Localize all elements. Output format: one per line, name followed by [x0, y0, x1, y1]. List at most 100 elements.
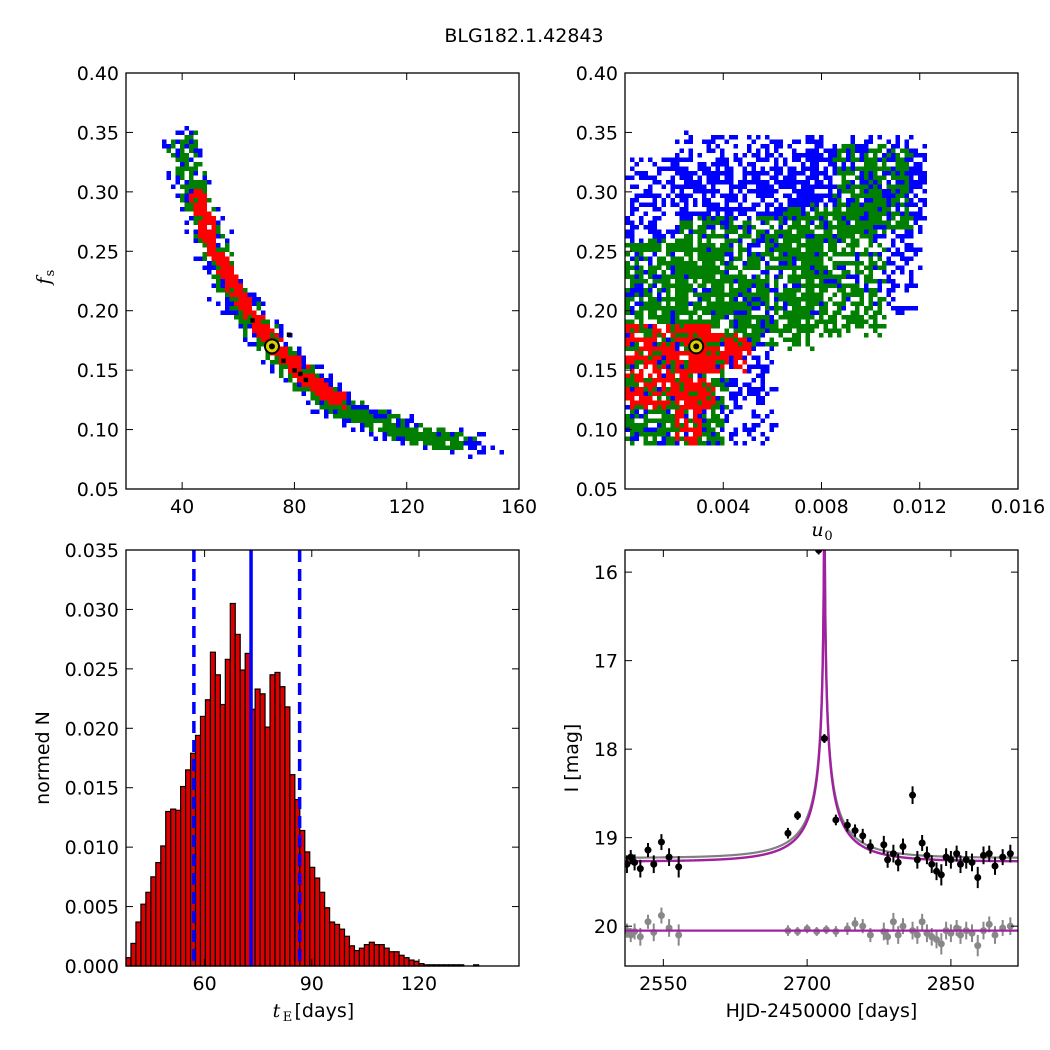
confidence-cell: [738, 162, 743, 167]
confidence-cell: [679, 148, 684, 153]
confidence-cell: [733, 400, 738, 405]
confidence-cell: [225, 279, 230, 284]
confidence-cell: [409, 441, 414, 446]
confidence-cell: [643, 378, 648, 383]
confidence-cell: [247, 301, 252, 306]
confidence-cell: [661, 315, 666, 320]
confidence-cell: [648, 243, 653, 248]
confidence-cell: [819, 180, 824, 185]
confidence-cell: [724, 220, 729, 225]
confidence-cell: [256, 319, 261, 324]
confidence-cell: [819, 139, 824, 144]
confidence-cell: [630, 306, 635, 311]
confidence-cell: [373, 418, 378, 423]
confidence-cell: [711, 202, 716, 207]
confidence-cell: [459, 441, 464, 446]
confidence-cell: [873, 180, 878, 185]
confidence-cell: [720, 180, 725, 185]
confidence-cell: [256, 333, 261, 338]
confidence-cell: [207, 180, 212, 185]
confidence-cell: [270, 364, 275, 369]
confidence-cell: [900, 306, 905, 311]
confidence-cell: [828, 198, 833, 203]
confidence-cell: [328, 391, 333, 396]
confidence-cell: [738, 310, 743, 315]
confidence-cell: [216, 265, 221, 270]
confidence-cell: [630, 297, 635, 302]
confidence-cell: [652, 351, 657, 356]
confidence-cell: [765, 189, 770, 194]
confidence-cell: [666, 292, 671, 297]
confidence-cell: [657, 261, 662, 266]
confidence-cell: [216, 247, 221, 252]
confidence-cell: [189, 189, 194, 194]
confidence-cell: [639, 270, 644, 275]
confidence-cell: [175, 166, 180, 171]
confidence-cell: [670, 418, 675, 423]
confidence-cell: [279, 328, 284, 333]
confidence-cell: [769, 319, 774, 324]
confidence-cell: [859, 157, 864, 162]
confidence-cell: [198, 207, 203, 212]
confidence-cell: [454, 436, 459, 441]
p0-ytick-label: 0.05: [77, 479, 119, 501]
confidence-cell: [301, 373, 306, 378]
confidence-cell: [891, 279, 896, 284]
confidence-cell: [733, 319, 738, 324]
confidence-cell: [234, 301, 239, 306]
confidence-cell: [666, 396, 671, 401]
confidence-cell: [900, 234, 905, 239]
confidence-cell: [873, 301, 878, 306]
p0-xtick-label: 40: [170, 496, 194, 518]
confidence-cell: [868, 252, 873, 257]
confidence-cell: [711, 207, 716, 212]
confidence-cell: [832, 153, 837, 158]
confidence-cell: [787, 171, 792, 176]
confidence-cell: [180, 144, 185, 149]
confidence-cell: [175, 139, 180, 144]
confidence-cell: [184, 153, 189, 158]
confidence-cell: [315, 396, 320, 401]
confidence-cell: [202, 171, 207, 176]
confidence-cell: [778, 180, 783, 185]
confidence-cell: [427, 441, 432, 446]
confidence-cell: [661, 432, 666, 437]
confidence-cell: [751, 378, 756, 383]
confidence-cell: [747, 148, 752, 153]
confidence-cell: [742, 396, 747, 401]
confidence-cell: [499, 450, 504, 455]
confidence-cell: [832, 198, 837, 203]
confidence-cell: [684, 409, 689, 414]
confidence-cell: [198, 162, 203, 167]
confidence-cell: [877, 252, 882, 257]
confidence-cell: [819, 193, 824, 198]
confidence-cell: [715, 180, 720, 185]
confidence-cell: [918, 153, 923, 158]
confidence-cell: [742, 441, 747, 446]
confidence-cell: [702, 234, 707, 239]
confidence-cell: [819, 153, 824, 158]
confidence-cell: [643, 202, 648, 207]
confidence-cell: [643, 270, 648, 275]
confidence-cell: [657, 387, 662, 392]
confidence-cell: [648, 432, 653, 437]
confidence-cell: [810, 310, 815, 315]
confidence-cell: [171, 153, 176, 158]
confidence-cell: [652, 306, 657, 311]
confidence-cell: [814, 153, 819, 158]
confidence-cell: [310, 382, 315, 387]
confidence-cell: [715, 211, 720, 216]
confidence-cell: [886, 247, 891, 252]
confidence-cell: [684, 346, 689, 351]
confidence-cell: [166, 171, 171, 176]
confidence-cell: [693, 171, 698, 176]
confidence-cell: [238, 306, 243, 311]
confidence-cell: [760, 396, 765, 401]
confidence-cell: [904, 229, 909, 234]
confidence-cell: [747, 144, 752, 149]
confidence-cell: [328, 378, 333, 383]
confidence-cell: [184, 229, 189, 234]
confidence-cell: [828, 193, 833, 198]
confidence-cell: [247, 319, 252, 324]
confidence-cell: [783, 283, 788, 288]
